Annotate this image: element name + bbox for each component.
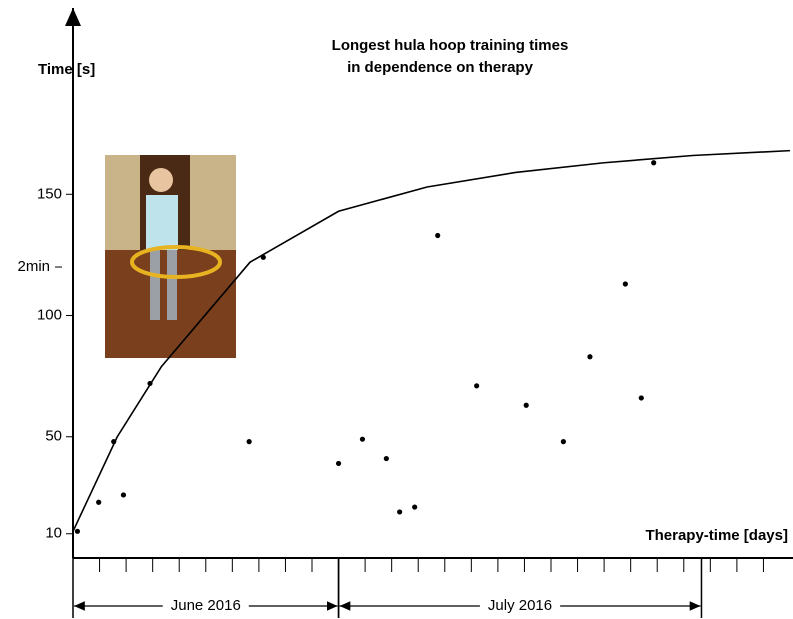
data-point [246,439,252,445]
data-point [435,232,441,239]
data-point [147,380,153,387]
chart-title: in dependence on therapy [347,59,534,76]
photo [105,155,236,358]
data-point [111,439,117,445]
y-tick-label: 50 [45,428,62,445]
data-point [74,528,81,534]
data-point [383,455,389,462]
fit-curve [72,149,791,532]
data-point [474,383,480,389]
data-point [120,492,127,498]
data-point [560,439,566,445]
y-tick-label: 150 [37,185,62,202]
period-label: June 2016 [171,597,241,614]
data-point [638,395,644,401]
y-tick-label: 2min [17,258,50,275]
data-point [335,460,342,467]
data-point [96,499,102,505]
data-point [622,281,628,287]
chart-title: Longest hula hoop training times [332,37,569,54]
data-point [523,402,529,408]
data-point [359,436,366,442]
y-tick-label: 100 [37,306,62,323]
data-point [397,509,403,515]
y-axis-label: Time [s] [38,61,95,78]
x-axis-label: Therapy-time [days] [645,527,788,544]
period-label: July 2016 [488,597,552,614]
data-point [260,254,266,260]
data-point [412,504,418,510]
data-point [651,160,657,166]
y-tick-label: 10 [45,525,62,542]
data-point [587,354,593,360]
